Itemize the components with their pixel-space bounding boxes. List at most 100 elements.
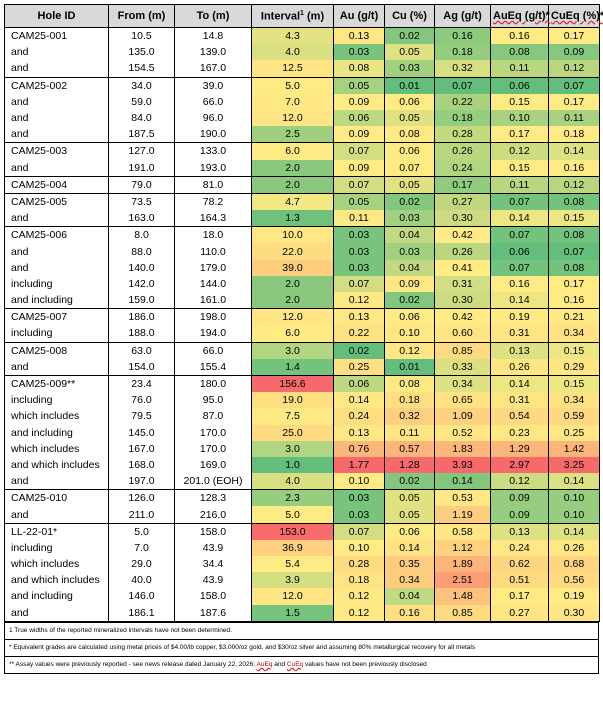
- cell-cueq: 0.14: [548, 522, 600, 540]
- cell-to: 39.0: [174, 76, 252, 94]
- cell-interval: 12.0: [251, 109, 334, 127]
- header-interval: Interval1 (m): [251, 4, 334, 28]
- cell-aueq: 0.09: [490, 506, 549, 524]
- cell-to: 193.0: [174, 159, 252, 177]
- table-row: including 7.0 43.9 36.9 0.10 0.14 1.12 0.24 0.26: [4, 539, 600, 556]
- cell-from: 126.0: [108, 489, 175, 507]
- cell-au: 0.12: [333, 604, 385, 622]
- cell-cueq: 0.15: [548, 374, 600, 393]
- cell-from: 167.0: [108, 440, 175, 457]
- cell-to: 95.0: [174, 392, 252, 409]
- cell-ag: 0.60: [434, 325, 491, 343]
- cell-to: 198.0: [174, 308, 252, 326]
- cell-ag: 0.26: [434, 142, 491, 160]
- cell-ag: 0.53: [434, 489, 491, 507]
- cell-aueq: 0.07: [490, 192, 549, 211]
- cell-cueq: 0.19: [548, 588, 600, 605]
- cell-interval: 10.0: [251, 226, 334, 244]
- cell-cueq: 0.16: [548, 292, 600, 309]
- cell-ag: 0.14: [434, 473, 491, 490]
- cell-hole-id: and: [4, 243, 109, 260]
- cell-to: 187.6: [174, 604, 252, 622]
- cell-cueq: 0.14: [548, 142, 600, 160]
- header-to: To (m): [174, 4, 252, 28]
- cell-to: 161.0: [174, 292, 252, 309]
- cell-cu: 0.08: [384, 374, 435, 393]
- cell-aueq: 0.13: [490, 522, 549, 540]
- assay-table-container: Hole ID From (m) To (m) Interval1 (m) Au…: [4, 4, 603, 674]
- cell-cu: 0.06: [384, 93, 435, 110]
- table-row: and 211.0 216.0 5.0 0.03 0.05 1.19 0.09 0.10: [4, 506, 600, 524]
- cell-to: 167.0: [174, 60, 252, 78]
- cell-hole-id: and: [4, 93, 109, 110]
- cell-to: 180.0: [174, 374, 252, 393]
- table-row: CAM25-002 34.0 39.0 5.0 0.05 0.01 0.07 0.06 0.07: [4, 76, 600, 94]
- cell-cueq: 0.34: [548, 392, 600, 409]
- cell-au: 0.18: [333, 572, 385, 589]
- cell-hole-id: including: [4, 392, 109, 409]
- table-row: and including 145.0 170.0 25.0 0.13 0.11 0.52 0…: [4, 424, 600, 441]
- cell-hole-id: including: [4, 275, 109, 292]
- table-row: CAM25-009** 23.4 180.0 156.6 0.06 0.08 0.34 0.1…: [4, 374, 600, 393]
- cell-cu: 0.02: [384, 473, 435, 490]
- cell-au: 0.02: [333, 341, 385, 359]
- cell-ag: 0.41: [434, 259, 491, 276]
- cell-au: 0.03: [333, 259, 385, 276]
- cell-hole-id: CAM25-008: [4, 341, 109, 359]
- cell-from: 29.0: [108, 556, 175, 573]
- table-row: and 88.0 110.0 22.0 0.03 0.03 0.26 0.06 0.07: [4, 243, 600, 260]
- cell-aueq: 0.14: [490, 374, 549, 393]
- table-row: LL-22-01* 5.0 158.0 153.0 0.07 0.06 0.58 0.13 0.…: [4, 522, 600, 540]
- cell-aueq: 1.29: [490, 440, 549, 457]
- table-row: CAM25-005 73.5 78.2 4.7 0.05 0.02 0.27 0.07 0.08: [4, 192, 600, 211]
- cell-ag: 0.85: [434, 604, 491, 622]
- cell-to: 81.0: [174, 175, 252, 194]
- footnote-3-text: ** Assay values were previously reported…: [9, 660, 257, 668]
- cell-cueq: 0.17: [548, 275, 600, 292]
- table-row: and 197.0 201.0 (EOH) 4.0 0.10 0.02 0.14 0.12 0.…: [4, 473, 600, 490]
- cell-ag: 0.32: [434, 60, 491, 78]
- cell-au: 0.07: [333, 522, 385, 540]
- cell-cueq: 0.29: [548, 358, 600, 376]
- cell-to: 169.0: [174, 456, 252, 474]
- cell-au: 0.13: [333, 424, 385, 441]
- cell-aueq: 0.06: [490, 76, 549, 94]
- cell-cueq: 0.17: [548, 27, 600, 45]
- cell-cu: 0.05: [384, 489, 435, 507]
- cell-ag: 0.07: [434, 76, 491, 94]
- table-row: and 186.1 187.6 1.5 0.12 0.16 0.85 0.27 0.30: [4, 604, 600, 622]
- table-row: which includes 79.5 87.0 7.5 0.24 0.32 1.09 0.5…: [4, 408, 600, 425]
- cell-to: 179.0: [174, 259, 252, 276]
- cell-interval: 39.0: [251, 259, 334, 276]
- cell-cu: 0.09: [384, 275, 435, 292]
- cell-to: 87.0: [174, 408, 252, 425]
- cell-cueq: 0.59: [548, 408, 600, 425]
- header-from: From (m): [108, 4, 175, 28]
- cell-cu: 1.28: [384, 456, 435, 474]
- cell-au: 0.06: [333, 109, 385, 127]
- cell-cueq: 0.11: [548, 109, 600, 127]
- table-row: CAM25-006 8.0 18.0 10.0 0.03 0.04 0.42 0.07 0.08: [4, 226, 600, 244]
- cell-from: 187.5: [108, 126, 175, 143]
- cell-cu: 0.14: [384, 539, 435, 556]
- cell-cu: 0.03: [384, 243, 435, 260]
- cell-au: 0.05: [333, 192, 385, 211]
- table-row: CAM25-003 127.0 133.0 6.0 0.07 0.06 0.26 0.12 0.…: [4, 142, 600, 160]
- cell-ag: 0.28: [434, 126, 491, 143]
- cell-to: 34.4: [174, 556, 252, 573]
- cell-aueq: 0.07: [490, 259, 549, 276]
- cell-ag: 0.58: [434, 522, 491, 540]
- cell-au: 0.13: [333, 27, 385, 45]
- cell-from: 63.0: [108, 341, 175, 359]
- cell-au: 0.14: [333, 392, 385, 409]
- cell-interval: 2.3: [251, 489, 334, 507]
- cell-cueq: 0.12: [548, 175, 600, 194]
- cell-aueq: 0.24: [490, 539, 549, 556]
- cell-interval: 2.0: [251, 175, 334, 194]
- cell-cueq: 0.16: [548, 159, 600, 177]
- cell-hole-id: CAM25-006: [4, 226, 109, 244]
- cell-to: 133.0: [174, 142, 252, 160]
- cell-cu: 0.12: [384, 341, 435, 359]
- cell-to: 110.0: [174, 243, 252, 260]
- cell-aueq: 0.26: [490, 358, 549, 376]
